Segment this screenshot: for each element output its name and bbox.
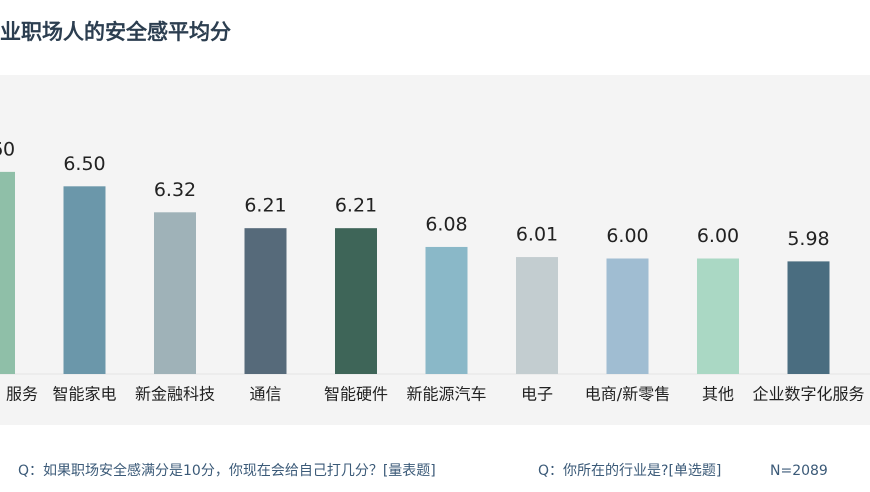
footnote: Q：如果职场安全感满分是10分，你现在会给自己打几分？[量表题] [18, 462, 436, 479]
x-tick-label: 其他 [702, 385, 734, 404]
bar [335, 228, 377, 374]
bar [425, 246, 468, 374]
chart-title: 业职场人的安全感平均分 [0, 20, 231, 44]
value-label: 6.00 [606, 225, 648, 247]
footnote: Q：你所在的行业是?[单选题] [538, 463, 721, 479]
value-label: 6.50 [63, 153, 105, 175]
x-tick-label: 智能硬件 [324, 385, 388, 404]
x-tick-label: 新金融科技 [135, 385, 215, 404]
value-label: 6.21 [335, 195, 377, 217]
x-tick-label: 电子 [521, 385, 553, 404]
x-tick-label: 智能家电 [52, 385, 116, 404]
bar [516, 257, 558, 374]
footnote: N=2089 [770, 463, 828, 479]
x-tick-label: 电商/新零售 [585, 385, 670, 404]
bar [606, 258, 649, 374]
value-label: 6.01 [516, 224, 558, 246]
x-tick-label: 企业数字化服务 [752, 385, 864, 404]
value-label: 5.98 [787, 228, 829, 250]
x-tick-label: 新能源汽车 [406, 385, 486, 404]
x-tick-label: 服务 [6, 385, 38, 404]
value-label: 6.08 [425, 213, 467, 235]
value-label: 6.60 [0, 138, 15, 160]
bar [244, 228, 287, 374]
bar [0, 171, 15, 374]
bar [154, 212, 196, 374]
value-label: 6.00 [697, 225, 739, 247]
value-label: 6.32 [154, 179, 196, 201]
bar [787, 261, 830, 374]
value-label: 6.21 [244, 195, 286, 217]
x-tick-label: 通信 [249, 385, 281, 404]
bar [63, 186, 106, 374]
bar [697, 258, 739, 374]
